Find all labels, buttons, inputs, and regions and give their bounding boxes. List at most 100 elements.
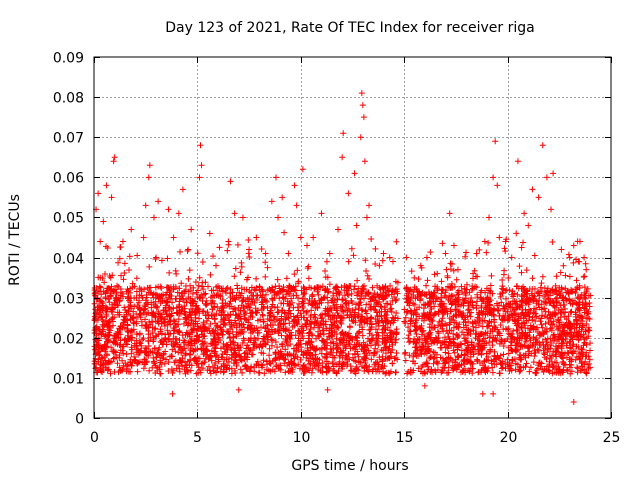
data-point bbox=[560, 321, 567, 328]
data-point bbox=[563, 366, 570, 373]
data-point bbox=[467, 348, 474, 355]
data-point bbox=[103, 333, 110, 340]
data-point bbox=[268, 198, 275, 205]
data-point bbox=[532, 318, 539, 325]
data-point bbox=[262, 273, 269, 280]
data-point bbox=[310, 300, 317, 307]
data-point bbox=[102, 270, 109, 277]
data-point bbox=[453, 307, 460, 314]
data-point bbox=[514, 317, 521, 324]
data-point bbox=[430, 355, 437, 362]
data-point bbox=[149, 312, 156, 319]
data-point bbox=[360, 114, 367, 121]
data-point bbox=[262, 250, 269, 257]
data-point bbox=[577, 353, 584, 360]
data-point bbox=[562, 272, 569, 279]
data-point bbox=[447, 307, 454, 314]
data-point bbox=[212, 344, 219, 351]
data-point bbox=[355, 358, 362, 365]
data-point bbox=[142, 361, 149, 368]
data-point bbox=[463, 337, 470, 344]
data-point bbox=[212, 353, 219, 360]
data-point bbox=[163, 356, 170, 363]
data-point bbox=[127, 328, 134, 335]
data-point bbox=[424, 363, 431, 370]
data-point bbox=[498, 299, 505, 306]
data-point bbox=[468, 309, 475, 316]
data-point bbox=[301, 362, 308, 369]
data-point bbox=[581, 292, 588, 299]
x-tick-label: 15 bbox=[396, 430, 414, 446]
data-point bbox=[232, 265, 239, 272]
data-point bbox=[111, 338, 118, 345]
data-point bbox=[236, 289, 243, 296]
data-point bbox=[450, 242, 457, 249]
data-point bbox=[579, 299, 586, 306]
data-point bbox=[104, 360, 111, 367]
data-point bbox=[450, 330, 457, 337]
data-point bbox=[295, 280, 302, 287]
data-point bbox=[103, 243, 110, 250]
data-point bbox=[469, 302, 476, 309]
data-point bbox=[357, 295, 364, 302]
data-point bbox=[152, 325, 159, 332]
data-point bbox=[432, 283, 439, 290]
data-point bbox=[431, 337, 438, 344]
data-point bbox=[195, 364, 202, 371]
data-point bbox=[548, 339, 555, 346]
data-point bbox=[234, 342, 241, 349]
data-point bbox=[289, 323, 296, 330]
data-point bbox=[543, 328, 550, 335]
data-point bbox=[195, 325, 202, 332]
data-point bbox=[317, 320, 324, 327]
data-point bbox=[238, 357, 245, 364]
data-point bbox=[359, 332, 366, 339]
data-point bbox=[150, 358, 157, 365]
data-point bbox=[192, 278, 199, 285]
data-point bbox=[461, 351, 468, 358]
data-point bbox=[550, 332, 557, 339]
data-point bbox=[514, 158, 521, 165]
data-point bbox=[102, 357, 109, 364]
data-point bbox=[137, 340, 144, 347]
data-point bbox=[171, 359, 178, 366]
data-point bbox=[554, 345, 561, 352]
data-point bbox=[462, 335, 469, 342]
data-point bbox=[162, 334, 169, 341]
data-point bbox=[349, 299, 356, 306]
data-point bbox=[265, 328, 272, 335]
data-point bbox=[207, 321, 214, 328]
data-point bbox=[175, 349, 182, 356]
data-point bbox=[339, 304, 346, 311]
data-point bbox=[411, 274, 418, 281]
data-point bbox=[223, 364, 230, 371]
data-point bbox=[550, 318, 557, 325]
data-point bbox=[454, 303, 461, 310]
data-point bbox=[455, 362, 462, 369]
data-point bbox=[465, 302, 472, 309]
data-point bbox=[127, 312, 134, 319]
data-point bbox=[115, 369, 122, 376]
data-point bbox=[562, 336, 569, 343]
data-point bbox=[377, 292, 384, 299]
data-point bbox=[208, 287, 215, 294]
data-point bbox=[560, 360, 567, 367]
data-point bbox=[393, 349, 400, 356]
data-point bbox=[424, 277, 431, 284]
data-point bbox=[484, 306, 491, 313]
data-point bbox=[113, 354, 120, 361]
data-point bbox=[95, 190, 102, 197]
data-point bbox=[435, 309, 442, 316]
data-point bbox=[539, 142, 546, 149]
data-point bbox=[363, 289, 370, 296]
data-point bbox=[389, 346, 396, 353]
data-point bbox=[560, 294, 567, 301]
data-point bbox=[243, 365, 250, 372]
data-point bbox=[428, 324, 435, 331]
data-point bbox=[256, 283, 263, 290]
data-point bbox=[442, 344, 449, 351]
data-point bbox=[157, 370, 164, 377]
y-axis-label: ROTI / TECUs bbox=[7, 194, 23, 286]
data-point bbox=[100, 323, 107, 330]
data-point bbox=[169, 346, 176, 353]
